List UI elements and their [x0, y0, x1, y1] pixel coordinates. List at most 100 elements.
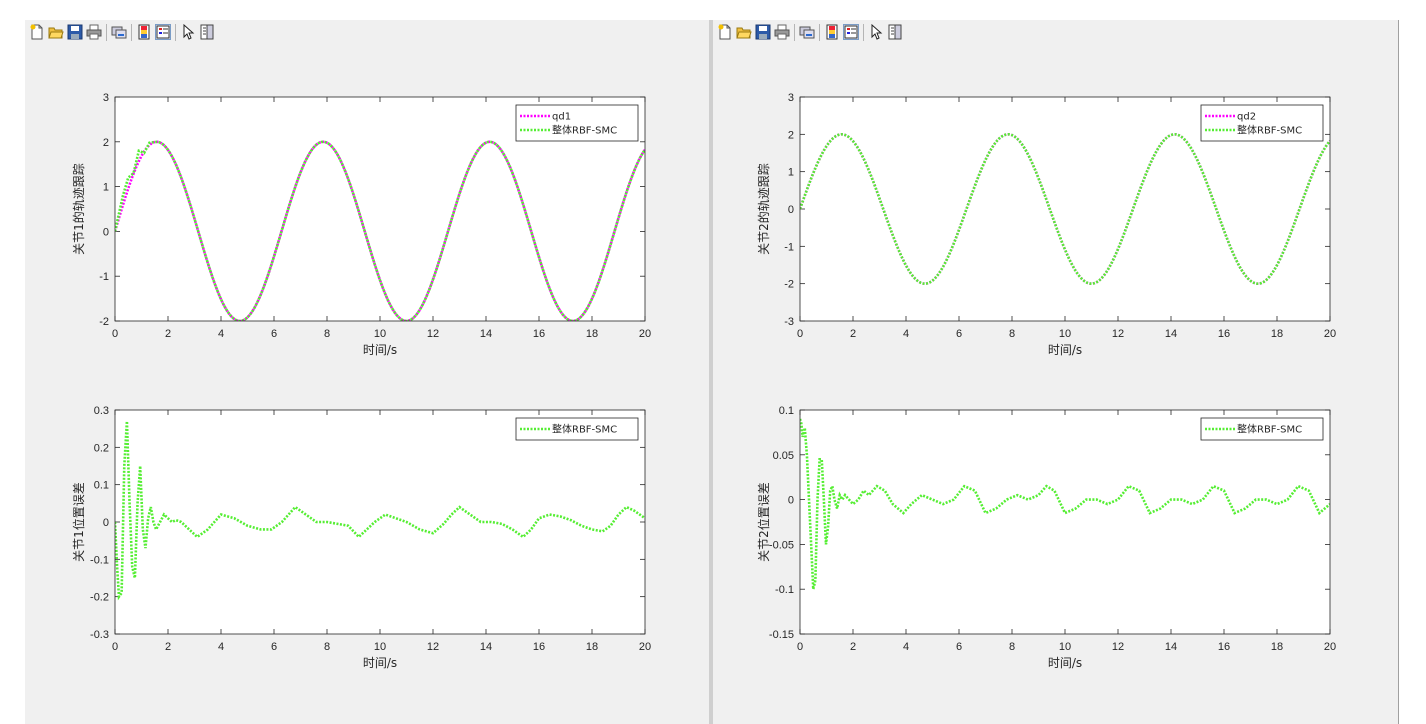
figure-window-joint1: 0 2 4 6 8 10 12 14 16 18 20 -2 -1 0 1 2 3 时间/s 关节1的轨迹跟踪 qd1…	[25, 20, 710, 724]
x-tick-label: 20	[1324, 328, 1336, 340]
x-tick-label: 0	[797, 328, 803, 340]
figure-canvas: 0 2 4 6 8 10 12 14 16 18 20-2-10123时间/s关节1的轨迹跟踪qd1…	[71, 92, 651, 670]
open-file-icon[interactable]	[736, 24, 752, 40]
x-tick-label: 2	[850, 328, 856, 340]
property-inspector-icon[interactable]	[199, 24, 215, 40]
chart-4: 0 2 4 6 8 10 12 14 16 18 20 -0.15 -0.1 -0.05 0 0.05 0.1 时…	[756, 405, 1336, 670]
chart-3: 0 2 4 6 8 10 12 14 16 18 20-3-2-10123时间/s关节2的轨迹跟踪q…	[756, 92, 1336, 357]
toolbar-separator	[794, 24, 795, 41]
x-tick-label: 10	[374, 641, 386, 653]
x-tick-label: 4	[218, 641, 224, 653]
legend-box	[1200, 104, 1324, 142]
axes-frame	[799, 96, 1331, 322]
y-tick-label: 1	[103, 182, 109, 194]
y-tick-label: 3	[788, 92, 794, 104]
y-tick-label: -2	[784, 279, 794, 291]
series-line	[800, 418, 1330, 590]
toolbar-separator	[106, 24, 107, 41]
x-axis-label: 时间/s	[1048, 343, 1082, 357]
series-line	[800, 133, 1330, 285]
x-tick-label: 6	[271, 641, 277, 653]
series-line	[115, 421, 645, 601]
x-tick-label: 12	[1112, 641, 1124, 653]
y-tick-label: 0.2	[94, 442, 109, 454]
y-tick-label: -2	[99, 316, 109, 328]
axes-frame	[114, 96, 646, 322]
link-plot-icon[interactable]	[111, 24, 127, 40]
x-tick-label: 2	[850, 641, 856, 653]
print-icon[interactable]	[86, 24, 102, 40]
insert-colorbar-icon[interactable]	[136, 24, 152, 40]
y-tick-label: 0.1	[779, 405, 794, 417]
x-axis-label: 时间/s	[1048, 656, 1082, 670]
legend-entry: 整体RBF-SMC	[552, 124, 617, 137]
x-tick-label: 16	[533, 641, 545, 653]
legend-entry: qd2	[1237, 112, 1256, 123]
legend-entry: 整体RBF-SMC	[552, 423, 617, 436]
open-file-icon[interactable]	[48, 24, 64, 40]
y-tick-label: 0.05	[773, 450, 794, 462]
x-tick-label: 12	[427, 641, 439, 653]
save-icon[interactable]	[67, 24, 83, 40]
x-tick-label: 10	[1059, 641, 1071, 653]
window-divider	[709, 20, 713, 724]
y-axis-label: 关节1位置误差	[71, 482, 86, 562]
print-icon[interactable]	[774, 24, 790, 40]
x-tick-label: 4	[218, 328, 224, 340]
x-tick-label: 0	[112, 328, 118, 340]
y-axis-label: 关节2位置误差	[756, 482, 771, 562]
legend: 整体RBF-SMC	[1200, 417, 1324, 441]
x-tick-label: 16	[1218, 641, 1230, 653]
legend: 整体RBF-SMC	[515, 417, 639, 441]
legend-box	[1200, 417, 1324, 441]
x-tick-label: 10	[1059, 328, 1071, 340]
y-axis-label: 关节2的轨迹跟踪	[756, 163, 771, 255]
edit-plot-pointer-icon[interactable]	[180, 24, 196, 40]
x-tick-label: 18	[1271, 641, 1283, 653]
x-tick-label: 18	[586, 328, 598, 340]
x-tick-label: 0	[112, 641, 118, 653]
x-tick-label: 12	[427, 328, 439, 340]
property-inspector-icon[interactable]	[887, 24, 903, 40]
insert-legend-icon[interactable]	[155, 24, 171, 40]
y-axis-label: 关节1的轨迹跟踪	[71, 163, 86, 255]
legend-entry: qd1	[552, 112, 571, 123]
chart-1: 0 2 4 6 8 10 12 14 16 18 20-2-10123时间/s关节1的轨迹跟踪qd1…	[71, 92, 651, 357]
y-tick-label: -1	[99, 271, 109, 283]
new-figure-icon[interactable]	[29, 24, 45, 40]
x-tick-label: 16	[533, 328, 545, 340]
y-tick-label: 0.3	[94, 405, 109, 417]
x-tick-label: 2	[165, 328, 171, 340]
x-tick-label: 20	[1324, 641, 1336, 653]
series-line	[115, 140, 645, 321]
axes-frame	[114, 409, 646, 635]
new-figure-icon[interactable]	[717, 24, 733, 40]
y-tick-label: 0	[103, 226, 109, 238]
x-tick-label: 14	[480, 641, 492, 653]
legend-box	[515, 104, 639, 142]
y-tick-label: 1	[788, 167, 794, 179]
x-axis-label: 时间/s	[363, 656, 397, 670]
link-plot-icon[interactable]	[799, 24, 815, 40]
edit-plot-pointer-icon[interactable]	[868, 24, 884, 40]
y-tick-label: 0	[788, 495, 794, 507]
x-tick-label: 20	[639, 641, 651, 653]
y-tick-label: -0.3	[90, 629, 109, 641]
legend-box	[515, 417, 639, 441]
figure-toolbar	[25, 20, 709, 46]
save-icon[interactable]	[755, 24, 771, 40]
figure-canvas: 0 2 4 6 8 10 12 14 16 18 20-3-2-10123时间/s关节2的轨迹跟踪q…	[756, 92, 1336, 670]
toolbar-separator	[863, 24, 864, 41]
toolbar-separator	[819, 24, 820, 41]
legend-entry: 整体RBF-SMC	[1237, 423, 1302, 436]
axes-frame	[799, 409, 1331, 635]
x-tick-label: 20	[639, 328, 651, 340]
figure-toolbar	[713, 20, 1398, 46]
insert-colorbar-icon[interactable]	[824, 24, 840, 40]
x-tick-label: 18	[1271, 328, 1283, 340]
insert-legend-icon[interactable]	[843, 24, 859, 40]
y-tick-label: -0.05	[769, 539, 794, 551]
x-tick-label: 14	[480, 328, 492, 340]
